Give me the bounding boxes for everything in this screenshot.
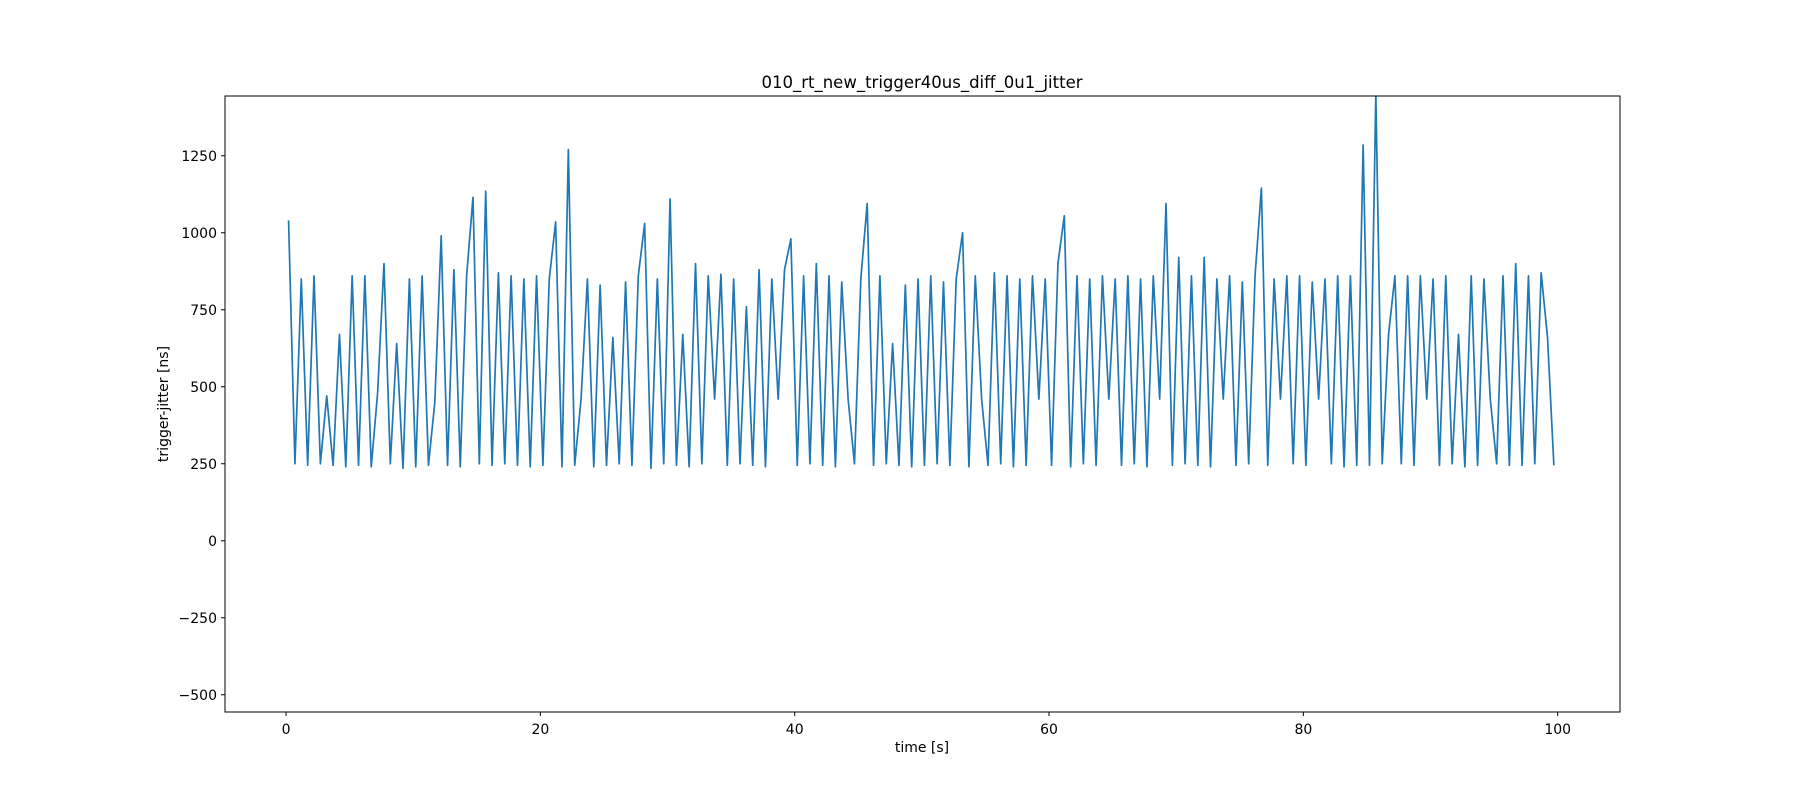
y-tick-label: 1250 <box>181 149 217 165</box>
x-tick-label: 40 <box>786 722 804 738</box>
x-tick-label: 60 <box>1040 722 1058 738</box>
y-tick-label: −500 <box>179 688 217 704</box>
x-tick-label: 80 <box>1294 722 1312 738</box>
plot-frame <box>224 95 1621 713</box>
y-tick-label: −250 <box>179 611 217 627</box>
y-tick-label: 500 <box>190 380 217 396</box>
data-line <box>287 96 1555 470</box>
y-tick-label: 1000 <box>181 226 217 242</box>
y-axis-label: trigger-jitter [ns] <box>156 346 172 462</box>
y-tick-label: 0 <box>208 534 217 550</box>
x-axis-label: time [s] <box>895 740 949 756</box>
y-tick-label: 250 <box>190 457 217 473</box>
chart-title: 010_rt_new_trigger40us_diff_0u1_jitter <box>761 73 1082 93</box>
x-tick-label: 0 <box>282 722 291 738</box>
x-tick-label: 100 <box>1544 722 1571 738</box>
y-tick-label: 750 <box>190 303 217 319</box>
x-tick-label: 20 <box>531 722 549 738</box>
